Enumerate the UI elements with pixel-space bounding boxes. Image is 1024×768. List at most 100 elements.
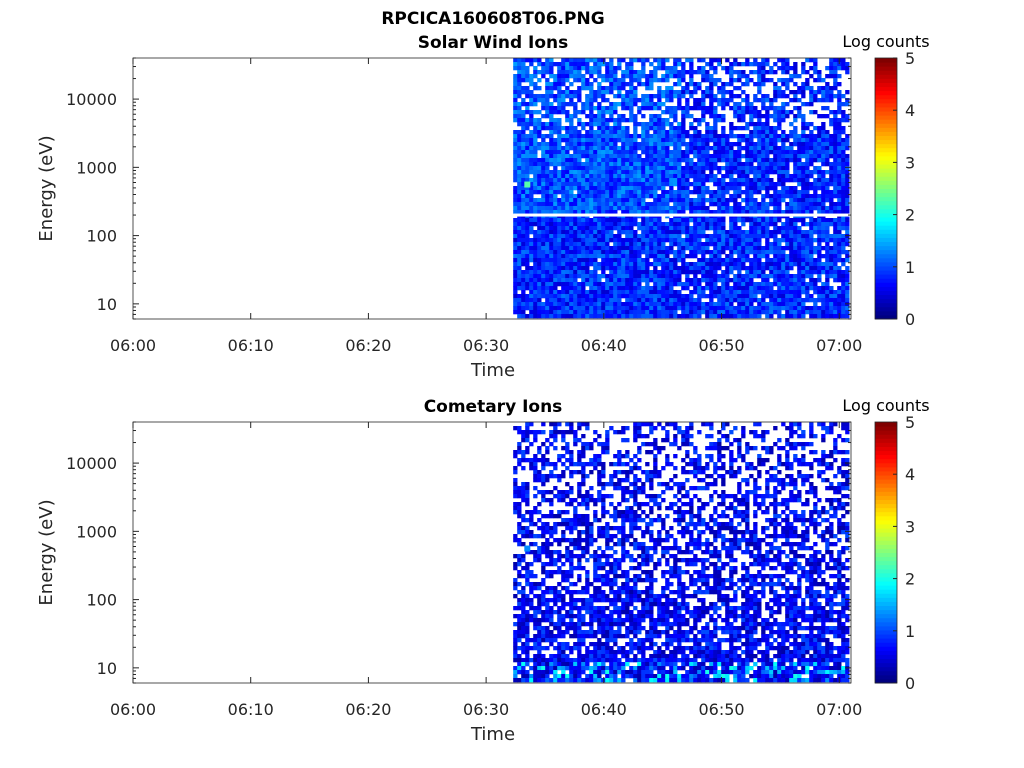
- heatmap-cell: [621, 70, 626, 75]
- heatmap-cell: [633, 186, 638, 191]
- heatmap-cell: [729, 242, 734, 247]
- heatmap-cell: [665, 314, 670, 319]
- heatmap-cell: [517, 314, 522, 319]
- heatmap-cell: [717, 274, 722, 279]
- heatmap-cell: [549, 194, 554, 199]
- heatmap-cell: [713, 138, 718, 143]
- heatmap-cell: [629, 282, 634, 287]
- heatmap-cell: [749, 302, 754, 307]
- heatmap-cell: [785, 114, 790, 119]
- heatmap-cell: [809, 250, 814, 255]
- heatmap-cell: [821, 78, 826, 83]
- heatmap-cell: [761, 218, 766, 223]
- heatmap-cell: [705, 166, 710, 171]
- heatmap-cell: [677, 174, 682, 179]
- heatmap-cell: [709, 98, 714, 103]
- heatmap-cell: [713, 282, 718, 287]
- heatmap-cell: [513, 194, 518, 199]
- colorbar-segment: [875, 159, 897, 165]
- heatmap-cell: [685, 246, 690, 251]
- heatmap-cell: [621, 150, 626, 155]
- heatmap-cell: [637, 194, 642, 199]
- heatmap-cell: [829, 142, 834, 147]
- heatmap-cell: [689, 218, 694, 223]
- heatmap-cell: [789, 274, 794, 279]
- heatmap-cell: [605, 182, 610, 187]
- heatmap-cell: [649, 174, 654, 179]
- heatmap-cell: [585, 294, 590, 299]
- heatmap-cell: [737, 126, 742, 131]
- heatmap-cell: [737, 258, 742, 263]
- heatmap-cell: [817, 202, 822, 207]
- heatmap-cell: [813, 126, 818, 131]
- heatmap-cell: [613, 306, 618, 311]
- heatmap-cell: [557, 170, 562, 175]
- heatmap-cell: [753, 270, 758, 275]
- heatmap-cell: [737, 118, 742, 123]
- heatmap-cell: [629, 234, 634, 239]
- heatmap-cell: [781, 266, 786, 271]
- heatmap-cell: [649, 98, 654, 103]
- heatmap-cell: [561, 186, 566, 191]
- heatmap-cell: [633, 150, 638, 155]
- heatmap-cell: [705, 314, 710, 319]
- heatmap-cell: [589, 306, 594, 311]
- heatmap-cell: [685, 270, 690, 275]
- heatmap-cell: [817, 170, 822, 175]
- heatmap-cell: [845, 90, 850, 95]
- heatmap-cell: [825, 270, 830, 275]
- heatmap-cell: [597, 222, 602, 227]
- heatmap-cell: [809, 210, 814, 215]
- heatmap-cell: [565, 146, 570, 151]
- heatmap-cell: [629, 302, 634, 307]
- heatmap-cell: [649, 102, 654, 107]
- heatmap-cell: [729, 158, 734, 163]
- heatmap-cell: [689, 226, 694, 231]
- heatmap-cell: [661, 202, 666, 207]
- heatmap-cell: [617, 90, 622, 95]
- heatmap-cell: [773, 190, 778, 195]
- heatmap-cell: [533, 142, 538, 147]
- heatmap-cell: [521, 298, 526, 303]
- heatmap-cell: [513, 654, 518, 659]
- heatmap-cell: [585, 70, 590, 75]
- heatmap-cell: [713, 286, 718, 291]
- colorbar-segment: [875, 155, 897, 161]
- heatmap-cell: [621, 294, 626, 299]
- heatmap-cell: [805, 298, 810, 303]
- heatmap-cell: [821, 170, 826, 175]
- heatmap-cell: [745, 106, 750, 111]
- heatmap-cell: [673, 270, 678, 275]
- heatmap-cell: [537, 126, 542, 131]
- heatmap-cell: [521, 278, 526, 283]
- heatmap-cell: [593, 114, 598, 119]
- heatmap-cell: [833, 190, 838, 195]
- heatmap-cell: [621, 302, 626, 307]
- heatmap-cell: [805, 230, 810, 235]
- heatmap-cell: [629, 154, 634, 159]
- heatmap-cell: [557, 118, 562, 123]
- heatmap-cell: [745, 274, 750, 279]
- heatmap-cell: [637, 222, 642, 227]
- heatmap-cell: [513, 678, 518, 683]
- heatmap-cell: [549, 250, 554, 255]
- heatmap-cell: [605, 126, 610, 131]
- heatmap-cell: [605, 278, 610, 283]
- heatmap-cell: [841, 130, 846, 135]
- heatmap-cell: [781, 150, 786, 155]
- heatmap-cell: [745, 170, 750, 175]
- heatmap-cell: [557, 154, 562, 159]
- heatmap-cell: [745, 270, 750, 275]
- heatmap-cell: [593, 314, 598, 319]
- heatmap-cell: [541, 74, 546, 79]
- heatmap-cell: [741, 306, 746, 311]
- heatmap-cell: [581, 146, 586, 151]
- heatmap-cell: [513, 506, 518, 511]
- heatmap-cell: [517, 538, 522, 543]
- heatmap-cell: [685, 262, 690, 267]
- heatmap-cell: [817, 86, 822, 91]
- heatmap-cell: [733, 198, 738, 203]
- heatmap-cell: [721, 194, 726, 199]
- heatmap-cell: [793, 186, 798, 191]
- heatmap-cell: [653, 186, 658, 191]
